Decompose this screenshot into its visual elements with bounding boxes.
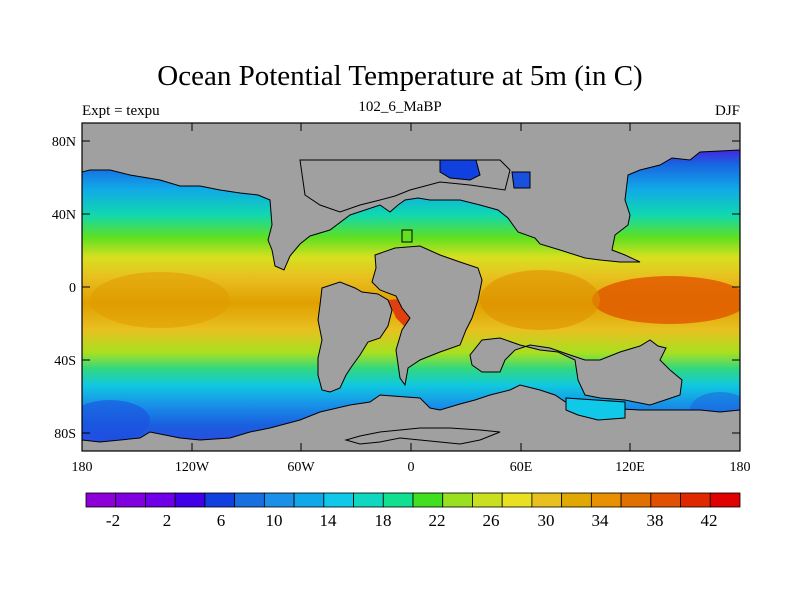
land-south-antarctic-notch	[344, 427, 501, 445]
colorbar-box	[353, 492, 384, 508]
colorbar-box	[263, 492, 295, 508]
colorbar-label: 42	[701, 511, 718, 530]
colorbar-box	[145, 492, 176, 508]
cold-patch-southwest	[82, 400, 150, 440]
colorbar-label: -2	[106, 511, 120, 530]
land-center	[371, 245, 483, 387]
lon-tick-labels: 180 120W 60W 0 60E 120E 180	[72, 460, 751, 475]
lon-tick-marks	[81, 123, 741, 451]
lon-tick-label: 60E	[510, 460, 533, 475]
colorbar-label: 38	[647, 511, 664, 530]
land-north	[82, 123, 740, 271]
inlet-north-small	[511, 171, 531, 189]
colorbar-box	[620, 492, 652, 508]
experiment-label: Expt = texpu	[82, 103, 160, 119]
ocean-inlets	[401, 159, 626, 421]
inlet-mid	[401, 229, 413, 243]
colorbar-label: 30	[538, 511, 555, 530]
colorbar-box	[382, 492, 414, 508]
lon-tick-label: 0	[408, 460, 415, 475]
colorbar-label: 26	[483, 511, 500, 530]
colorbar-box	[680, 492, 711, 508]
colorbar-label: 18	[375, 511, 392, 530]
colorbar-label: 10	[266, 511, 283, 530]
colorbar-box	[531, 492, 563, 508]
lon-tick-label: 180	[730, 460, 751, 475]
lat-tick-labels: 80N 40N 0 40S 80S	[52, 135, 76, 442]
lat-tick-label: 0	[69, 281, 76, 296]
colorbar-box	[472, 492, 503, 508]
warm-pool-pacific	[90, 272, 230, 328]
land-east-south	[469, 337, 683, 406]
warm-pool-east	[592, 276, 740, 324]
colorbar-box	[204, 492, 236, 508]
colorbar-box	[174, 492, 206, 508]
colorbar-box	[590, 492, 622, 508]
colorbar-box	[501, 492, 533, 508]
colorbar-box	[650, 492, 681, 508]
colorbar-box	[412, 492, 444, 508]
lon-tick-label: 120E	[615, 460, 645, 475]
colorbar-label: 34	[592, 511, 610, 530]
period-label: 102_6_MaBP	[358, 99, 442, 115]
colorbar-box	[709, 492, 741, 508]
colorbar-box	[234, 492, 265, 508]
land-antarctica	[82, 384, 740, 451]
colorbar-labels: -2 2 6 10 14 18 22 26 30 34 38 42	[106, 511, 718, 530]
lat-tick-marks	[82, 140, 740, 434]
colorbar-box	[293, 492, 325, 508]
colorbar-label: 6	[217, 511, 226, 530]
lat-tick-label: 80S	[54, 427, 76, 442]
lon-tick-label: 120W	[175, 460, 210, 475]
colorbar-box	[85, 492, 117, 508]
colorbar-box	[442, 492, 473, 508]
inlet-south-sea	[565, 397, 626, 421]
lon-tick-label: 60W	[287, 460, 315, 475]
land-west	[317, 281, 393, 393]
lat-tick-label: 40S	[54, 354, 76, 369]
colorbar-box	[561, 492, 592, 508]
colorbar-label: 2	[163, 511, 172, 530]
colorbar	[85, 492, 741, 508]
colorbar-label: 14	[320, 511, 338, 530]
colorbar-box	[115, 492, 146, 508]
colorbar-box	[323, 492, 354, 508]
land-masses	[82, 123, 740, 451]
colorbar-label: 22	[429, 511, 446, 530]
lat-tick-label: 80N	[52, 135, 76, 150]
lon-tick-label: 180	[72, 460, 93, 475]
map-content	[82, 123, 740, 451]
warm-pool-indian	[480, 270, 600, 330]
inlet-north-cold	[439, 159, 481, 181]
lat-tick-label: 40N	[52, 208, 76, 223]
season-label: DJF	[714, 103, 740, 119]
plot-title: Ocean Potential Temperature at 5m (in C)	[157, 60, 643, 92]
